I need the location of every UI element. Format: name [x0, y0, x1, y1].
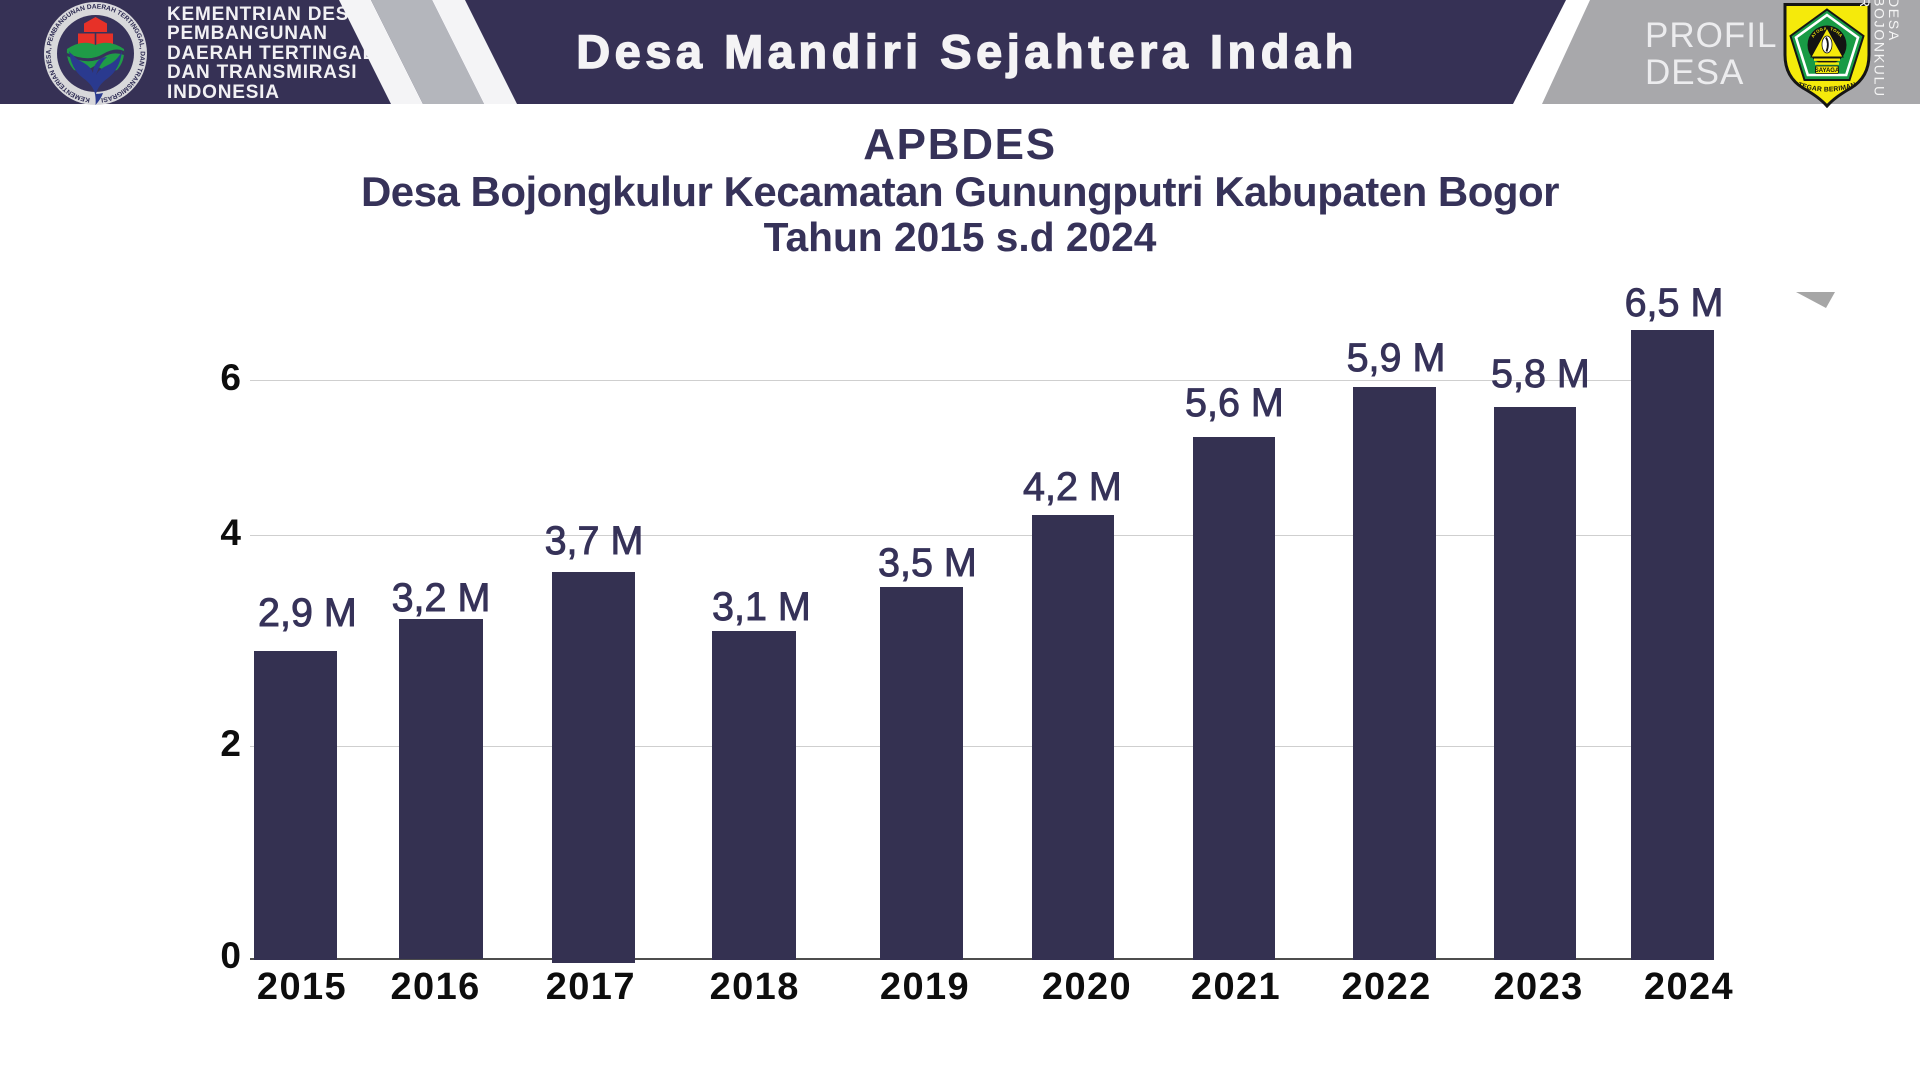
svg-text:SAYAGA: SAYAGA — [1815, 68, 1840, 74]
svg-text:TEGAR BERIMAN: TEGAR BERIMAN — [1797, 82, 1857, 94]
